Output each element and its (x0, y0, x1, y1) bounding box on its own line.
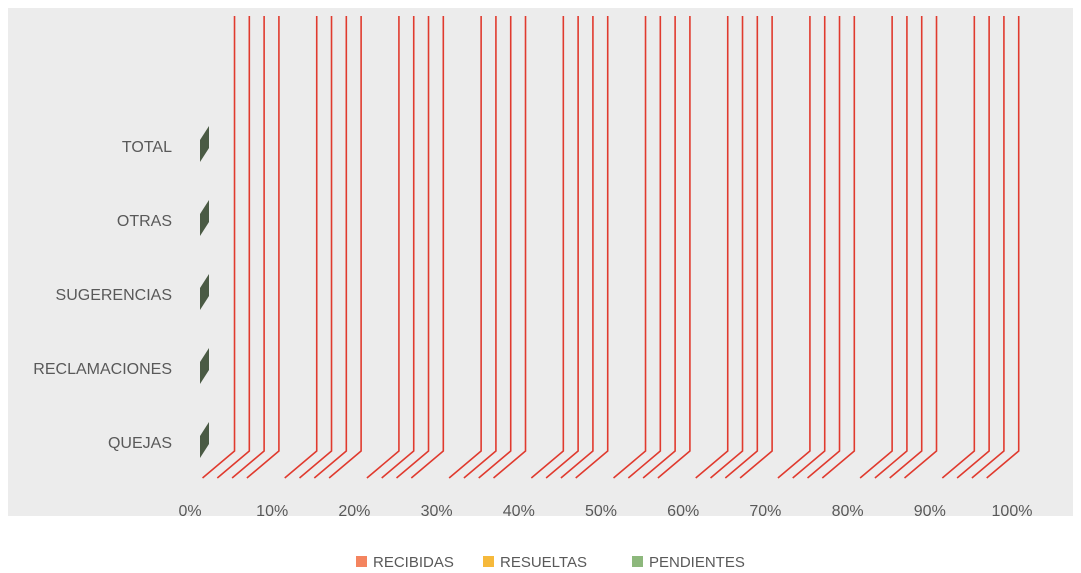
gridline (381, 16, 415, 479)
gridline (530, 16, 565, 479)
legend-item: PENDIENTES (632, 554, 745, 571)
bar-marker (200, 126, 209, 162)
gridline (627, 16, 662, 479)
x-tick-label: 40% (503, 503, 535, 520)
bar-marker (200, 422, 209, 458)
gridline (777, 16, 811, 479)
gridline (986, 16, 1020, 479)
legend-swatch (356, 556, 367, 567)
gridline (545, 16, 579, 479)
gridline (941, 16, 976, 479)
bar-marker (200, 348, 209, 384)
legend-swatch (632, 556, 643, 567)
gridline (642, 16, 676, 479)
category-label: OTRAS (117, 213, 172, 230)
bar-marker (200, 200, 209, 236)
legend: RECIBIDAS RESUELTAS PENDIENTES (356, 554, 745, 571)
legend-swatch (483, 556, 494, 567)
gridline (313, 16, 348, 479)
gridline (859, 16, 893, 479)
gridline (492, 16, 527, 479)
x-tick-label: 70% (749, 503, 781, 520)
x-tick-labels: 0% 10% 20% 30% 40% 50% 60% 70% 80% 90% 100% (178, 503, 1032, 520)
gridline (889, 16, 923, 479)
category-label: SUGERENCIAS (56, 287, 172, 304)
bar-markers (200, 126, 209, 458)
gridline (328, 16, 362, 479)
legend-label: PENDIENTES (649, 554, 745, 571)
bar-marker (200, 274, 209, 310)
gridline (657, 16, 691, 479)
gridline (575, 16, 609, 479)
gridline (202, 16, 236, 479)
gridline (971, 16, 1005, 479)
gridline (216, 16, 251, 479)
legend-item: RESUELTAS (483, 554, 587, 571)
plot-background (8, 8, 1073, 516)
category-label: RECLAMACIONES (33, 361, 172, 378)
category-label: QUEJAS (108, 435, 172, 452)
gridline (478, 16, 512, 479)
gridline (410, 16, 445, 479)
gridline (710, 16, 744, 479)
legend-label: RECIBIDAS (373, 554, 454, 571)
gridline (284, 16, 318, 479)
gridline (560, 16, 594, 479)
gridlines (202, 16, 1020, 479)
x-tick-label: 90% (914, 503, 946, 520)
x-tick-label: 60% (667, 503, 699, 520)
gridline (874, 16, 908, 479)
gridline (739, 16, 773, 479)
gridline (613, 16, 647, 479)
x-tick-label: 100% (992, 503, 1033, 520)
category-label: TOTAL (122, 139, 172, 156)
x-tick-label: 80% (832, 503, 864, 520)
x-tick-label: 10% (256, 503, 288, 520)
x-tick-label: 30% (421, 503, 453, 520)
gridline (231, 16, 265, 479)
gridline (903, 16, 938, 479)
gridline (299, 16, 333, 479)
gridline (396, 16, 430, 479)
gridline (366, 16, 400, 479)
legend-item: RECIBIDAS (356, 554, 454, 571)
x-tick-label: 50% (585, 503, 617, 520)
gridline (956, 16, 990, 479)
gridline (246, 16, 280, 479)
legend-label: RESUELTAS (500, 554, 587, 571)
gridline (724, 16, 759, 479)
gridline (463, 16, 497, 479)
gridline (448, 16, 482, 479)
gridline (807, 16, 841, 479)
x-tick-label: 0% (178, 503, 201, 520)
gridline (821, 16, 856, 479)
gridline (695, 16, 729, 479)
gridline (792, 16, 826, 479)
category-labels: QUEJAS RECLAMACIONES SUGERENCIAS OTRAS TOTAL (33, 139, 172, 452)
x-tick-label: 20% (338, 503, 370, 520)
